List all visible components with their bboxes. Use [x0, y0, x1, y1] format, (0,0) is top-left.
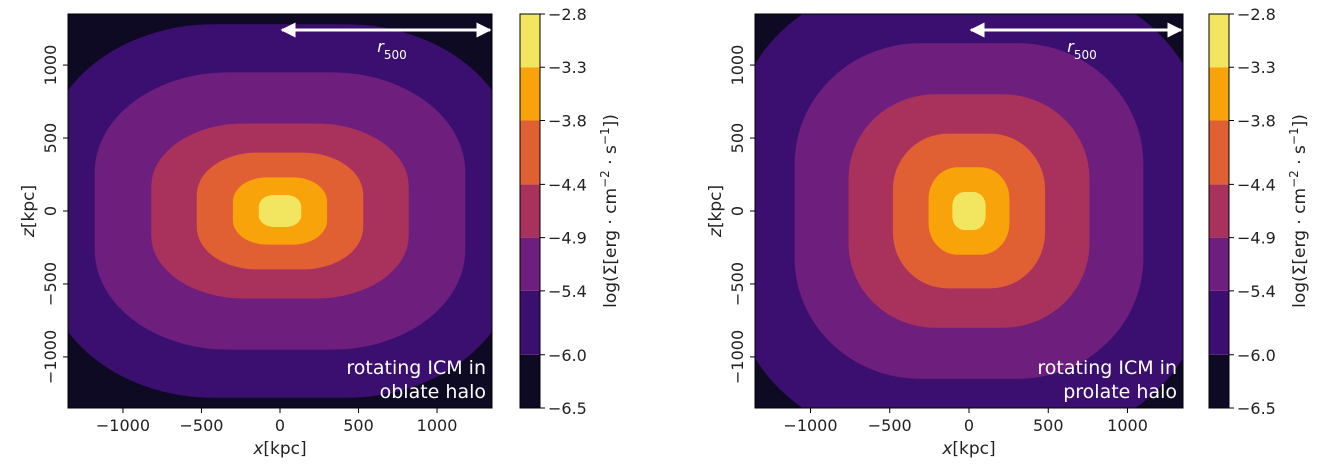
x-tick-label: 1000: [1107, 416, 1148, 435]
colorbar-tick-label: −6.5: [548, 399, 587, 418]
x-tick-label: 500: [1033, 416, 1064, 435]
y-tick-label: 0: [41, 206, 60, 216]
x-ticks: −1000 −500 0 500 1000: [783, 408, 1148, 435]
colorbar-segment: [1209, 67, 1229, 121]
colorbar-segment: [1209, 290, 1229, 355]
x-tick-label: 0: [275, 416, 285, 435]
colorbar-segment: [1209, 14, 1229, 68]
colorbar-segment: [520, 120, 540, 185]
colorbar-segment: [1209, 120, 1229, 185]
contour-fills: [68, 24, 492, 398]
x-axis-label: x[kpc]: [941, 439, 995, 459]
contour-level-6: [952, 192, 986, 230]
x-tick-label: −500: [868, 416, 912, 435]
x-tick-label: 500: [343, 416, 374, 435]
annotation-line-2: prolate halo: [1063, 381, 1177, 403]
colorbar-segment: [520, 354, 540, 408]
colorbar-tick-label: −4.9: [548, 229, 587, 248]
x-tick-label: 0: [964, 416, 974, 435]
colorbar-tick-label: −5.4: [1237, 282, 1276, 301]
y-tick-label: 1000: [728, 45, 747, 86]
annotation-line-2: oblate halo: [380, 381, 486, 403]
x-tick-label: 1000: [417, 416, 458, 435]
colorbar-segment: [520, 14, 540, 68]
colorbar-label: log(Σ[erg · cm−2 · s−1]): [1287, 114, 1310, 308]
x-tick-label: −500: [180, 416, 224, 435]
contour-fills: [755, 14, 1183, 408]
colorbar: −6.5 −6.0 −5.4 −4.9 −4.4 −3.8 −3.3 −2.8: [519, 5, 587, 418]
x-tick-label: −1000: [96, 416, 150, 435]
y-tick-label: −500: [728, 262, 747, 306]
colorbar-segment: [520, 237, 540, 291]
panel-oblate: r500 −1000 −500 0 500 1000 −1000 −500 0 500 1000…: [19, 5, 621, 459]
annotation-line-1: rotating ICM in: [346, 357, 486, 379]
colorbar-segment: [1209, 354, 1229, 408]
colorbar-tick-label: −3.8: [548, 111, 587, 130]
colorbar-tick-label: −2.8: [548, 5, 587, 24]
y-ticks: −1000 −500 0 500 1000: [41, 45, 68, 384]
y-tick-label: 0: [728, 206, 747, 216]
colorbar-segment: [1209, 184, 1229, 238]
colorbar-tick-label: −2.8: [1237, 5, 1276, 24]
colorbar-tick-label: −4.4: [1237, 175, 1276, 194]
colorbar-tick-label: −3.8: [1237, 111, 1276, 130]
r500-label: r500: [1067, 37, 1096, 62]
x-tick-label: −1000: [783, 416, 837, 435]
y-tick-label: −500: [41, 262, 60, 306]
y-axis-label: z[kpc]: [706, 185, 726, 238]
y-tick-label: 1000: [41, 45, 60, 86]
colorbar-tick-label: −6.5: [1237, 399, 1276, 418]
colorbar-tick-label: −4.4: [548, 175, 587, 194]
colorbar-segment: [520, 290, 540, 355]
y-tick-label: −1000: [728, 330, 747, 384]
colorbar: −6.5 −6.0 −5.4 −4.9 −4.4 −3.8 −3.3 −2.8: [1208, 5, 1276, 418]
colorbar-segment: [520, 67, 540, 121]
colorbar-segment: [1209, 237, 1229, 291]
r500-arrow: r500: [969, 22, 1183, 62]
y-ticks: −1000 −500 0 500 1000: [728, 45, 755, 384]
panel-prolate: r500 −1000 −500 0 500 1000 −1000 −500 0 500 1000…: [706, 5, 1310, 459]
colorbar-tick-label: −6.0: [1237, 346, 1276, 365]
colorbar-frame: [1208, 13, 1230, 409]
colorbar-tick-label: −3.3: [548, 58, 587, 77]
colorbar-label: log(Σ[erg · cm−2 · s−1]): [598, 114, 621, 308]
annotation-line-1: rotating ICM in: [1037, 357, 1177, 379]
x-ticks: −1000 −500 0 500 1000: [96, 408, 457, 435]
colorbar-frame: [519, 13, 541, 409]
r500-arrow: r500: [280, 22, 492, 62]
colorbar-tick-label: −4.9: [1237, 229, 1276, 248]
x-axis-label: x[kpc]: [252, 439, 306, 459]
y-tick-label: 500: [41, 123, 60, 154]
contour-level-6: [258, 194, 302, 228]
y-tick-label: −1000: [41, 330, 60, 384]
colorbar-tick-label: −5.4: [548, 282, 587, 301]
y-axis-label: z[kpc]: [19, 185, 39, 238]
colorbar-tick-label: −3.3: [1237, 58, 1276, 77]
axes-frame: [67, 13, 493, 409]
colorbar-tick-label: −6.0: [548, 346, 587, 365]
axes-frame: [754, 13, 1184, 409]
y-tick-label: 500: [728, 123, 747, 154]
colorbar-segment: [520, 184, 540, 238]
r500-label: r500: [377, 37, 406, 62]
